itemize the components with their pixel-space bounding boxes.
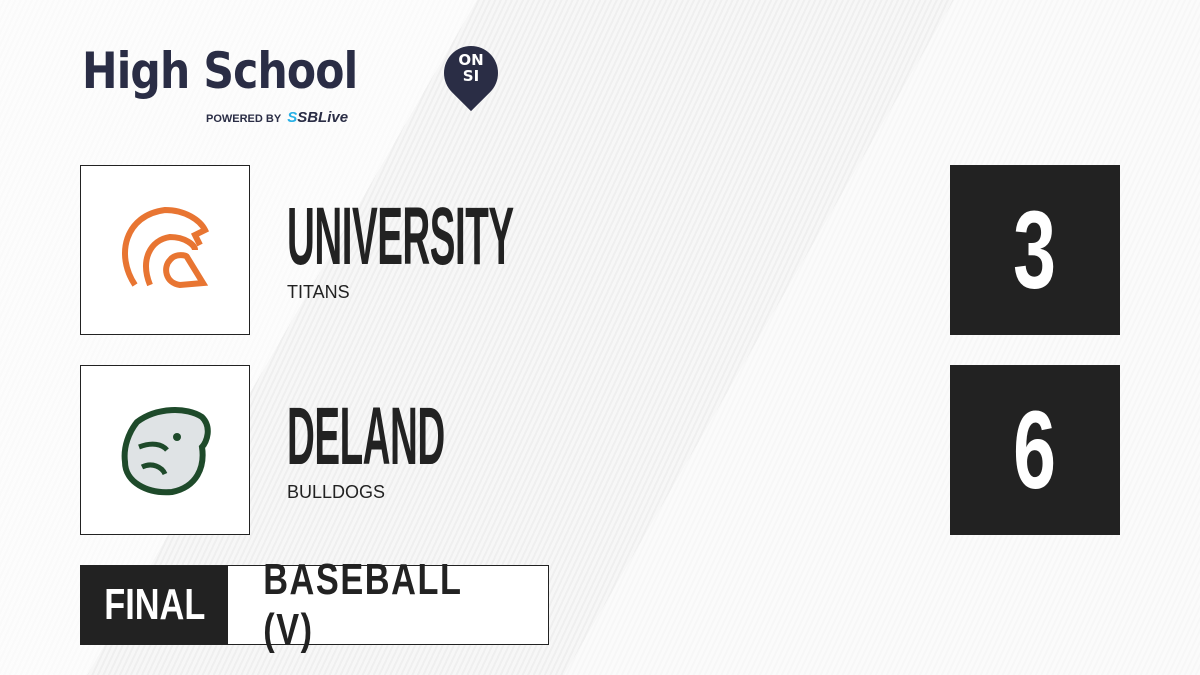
- team-score: 3: [950, 165, 1120, 335]
- team-logo-deland: [80, 365, 250, 535]
- team-score: 6: [950, 365, 1120, 535]
- game-info-bar: FINAL BASEBALL (V): [80, 555, 549, 654]
- team-name: DELAND: [287, 391, 445, 482]
- team-mascot: BULLDOGS: [287, 482, 386, 502]
- titan-helmet-icon: [122, 206, 210, 289]
- logo-title: High School: [82, 42, 358, 100]
- sport-label: BASEBALL (V): [263, 555, 462, 654]
- bulldog-icon: [121, 407, 211, 496]
- team-name: UNIVERSITY: [287, 191, 514, 282]
- team-logo-university: [80, 165, 250, 335]
- powered-by: POWERED BY SSBLive: [206, 109, 349, 126]
- game-status: FINAL: [81, 566, 228, 644]
- team-mascot: TITANS: [287, 282, 350, 302]
- pin-badge: ON SI: [458, 51, 484, 85]
